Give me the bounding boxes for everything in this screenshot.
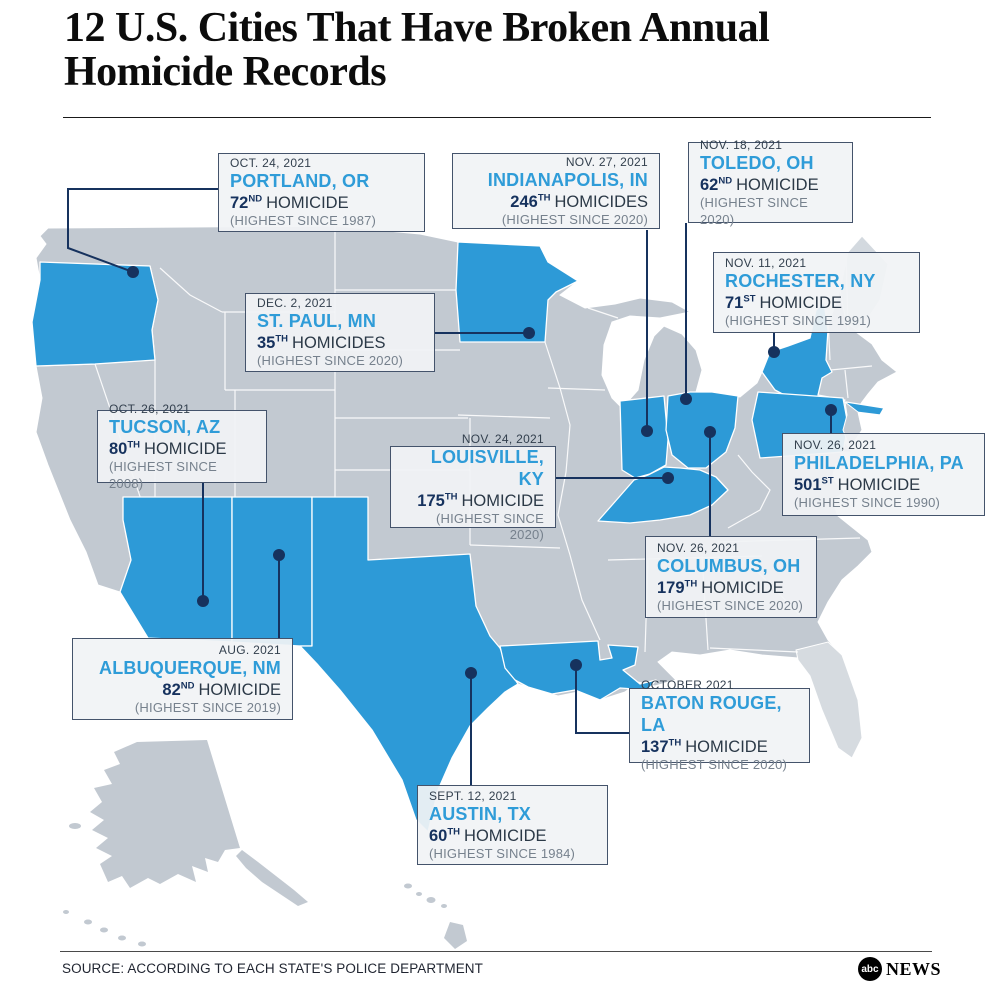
callout-date: NOV. 26, 2021	[657, 540, 740, 555]
callout-count-line: 60TH HOMICIDE	[429, 826, 547, 845]
callout-date: NOV. 27, 2021	[565, 154, 648, 169]
callout-count-line: 72ND HOMICIDE	[230, 193, 349, 213]
marker-stpaul	[523, 327, 535, 339]
callout-city: ST. PAUL, MN	[257, 311, 377, 332]
city-markers	[127, 266, 837, 679]
callout-date: SEPT. 12, 2021	[429, 788, 517, 803]
marker-albuquerque	[273, 549, 285, 561]
callout-note: (HIGHEST SINCE 2019)	[134, 699, 281, 715]
title-divider	[63, 117, 931, 118]
state-kentucky	[597, 466, 729, 524]
abc-news-logo: abc NEWS	[858, 957, 941, 981]
marker-tucson	[197, 595, 209, 607]
callout-count-line: 71ST HOMICIDE	[725, 293, 842, 313]
marker-portland	[127, 266, 139, 278]
callout-count-line: 80TH HOMICIDE	[109, 439, 227, 459]
callout-city: ROCHESTER, NY	[725, 271, 876, 292]
callout-date: DEC. 2, 2021	[257, 296, 333, 311]
callout-note: (HIGHEST SINCE 2020)	[257, 353, 404, 369]
state-hawaii	[404, 883, 467, 949]
callout-st-paul-mn: DEC. 2, 2021 ST. PAUL, MN 35TH HOMICIDES …	[245, 293, 435, 372]
callout-note: (HIGHEST SINCE 2020)	[657, 597, 804, 613]
marker-louisville	[662, 472, 674, 484]
callout-city: PORTLAND, OR	[230, 171, 370, 192]
callout-date: OCTOBER 2021	[641, 678, 734, 693]
callout-date: NOV. 24, 2021	[461, 431, 544, 446]
callout-portland-or: OCT. 24, 2021 PORTLAND, OR 72ND HOMICIDE …	[218, 153, 425, 232]
state-ohio	[665, 391, 739, 469]
state-arizona	[119, 496, 233, 643]
callout-date: NOV. 11, 2021	[725, 256, 807, 271]
callout-austin-tx: SEPT. 12, 2021 AUSTIN, TX 60TH HOMICIDE (…	[417, 785, 608, 865]
callout-tucson-az: OCT. 26, 2021 TUCSON, AZ 80TH HOMICIDE (H…	[97, 402, 267, 491]
marker-philadelphia	[825, 404, 837, 416]
callout-count-line: 175TH HOMICIDE	[417, 491, 544, 510]
callout-note: (HIGHEST SINCE 1984)	[429, 845, 576, 861]
news-wordmark: NEWS	[886, 958, 942, 979]
marker-toledo	[680, 393, 692, 405]
callout-count-line: 501ST HOMICIDE	[794, 475, 921, 495]
callout-count-line: 35TH HOMICIDES	[257, 333, 386, 353]
callout-city: TUCSON, AZ	[109, 417, 221, 438]
callout-note: (HIGHEST SINCE 1991)	[725, 313, 872, 329]
callout-city: INDIANAPOLIS, IN	[487, 169, 648, 190]
state-alaska	[63, 740, 308, 947]
callout-city: BATON ROUGE, LA	[641, 693, 782, 736]
callout-city: ALBUQUERQUE, NM	[99, 657, 281, 678]
marker-rochester	[768, 346, 780, 358]
state-florida	[795, 641, 863, 759]
state-oregon	[31, 261, 159, 367]
callout-city: LOUISVILLE, KY	[430, 446, 544, 489]
source-text: SOURCE: ACCORDING TO EACH STATE'S POLICE…	[62, 961, 483, 976]
callout-date: OCT. 26, 2021	[109, 402, 191, 417]
connector-portland	[67, 188, 218, 273]
callout-date: NOV. 18, 2021	[700, 138, 783, 153]
state-minnesota	[455, 241, 579, 343]
callout-count-line: 137TH HOMICIDE	[641, 737, 768, 757]
callout-city: PHILADELPHIA, PA	[794, 453, 964, 474]
callout-albuquerque-nm: AUG. 2021 ALBUQUERQUE, NM 82ND HOMICIDE (…	[72, 638, 293, 720]
footer-divider	[60, 951, 932, 952]
marker-batonrouge	[570, 659, 582, 671]
callout-note: (HIGHEST SINCE 1987)	[230, 213, 377, 229]
callout-columbus-oh: NOV. 26, 2021 COLUMBUS, OH 179TH HOMICIDE…	[645, 536, 817, 618]
state-indiana	[619, 395, 669, 479]
callout-baton-rouge-la: OCTOBER 2021 BATON ROUGE, LA 137TH HOMICI…	[629, 678, 810, 772]
callout-count-line: 246TH HOMICIDES	[510, 192, 648, 211]
callout-indianapolis-in: NOV. 27, 2021 INDIANAPOLIS, IN 246TH HOMI…	[452, 153, 660, 229]
callout-note: (HIGHEST SINCE 2020)	[700, 195, 809, 227]
callout-city: COLUMBUS, OH	[657, 555, 801, 576]
callout-note: (HIGHEST SINCE 2008)	[109, 459, 218, 491]
marker-indianapolis	[641, 425, 653, 437]
callout-date: OCT. 24, 2021	[230, 156, 312, 171]
callout-note: (HIGHEST SINCE 2020)	[641, 757, 788, 773]
abc-logo-icon: abc	[858, 957, 882, 981]
callout-note: (HIGHEST SINCE 2020)	[501, 211, 648, 227]
callout-date: NOV. 26, 2021	[794, 438, 877, 453]
callout-date: AUG. 2021	[218, 642, 281, 657]
callout-note: (HIGHEST SINCE 2020)	[435, 510, 544, 543]
callout-count-line: 82ND HOMICIDE	[162, 680, 281, 699]
callout-rochester-ny: NOV. 11, 2021 ROCHESTER, NY 71ST HOMICIDE…	[713, 252, 920, 333]
callout-city: TOLEDO, OH	[700, 153, 814, 174]
state-new-mexico	[231, 496, 313, 647]
callout-toledo-oh: NOV. 18, 2021 TOLEDO, OH 62ND HOMICIDE (H…	[688, 138, 853, 227]
callout-city: AUSTIN, TX	[429, 803, 532, 824]
callout-note: (HIGHEST SINCE 1990)	[794, 495, 941, 511]
callout-count-line: 62ND HOMICIDE	[700, 175, 819, 195]
page-title: 12 U.S. Cities That Have Broken Annual H…	[64, 5, 770, 96]
callout-count-line: 179TH HOMICIDE	[657, 578, 784, 597]
callout-louisville-ky: NOV. 24, 2021 LOUISVILLE, KY 175TH HOMICI…	[390, 432, 556, 542]
connector-batonrouge	[575, 665, 629, 734]
marker-austin	[465, 667, 477, 679]
marker-columbus	[704, 426, 716, 438]
callout-philadelphia-pa: NOV. 26, 2021 PHILADELPHIA, PA 501ST HOMI…	[782, 433, 985, 516]
